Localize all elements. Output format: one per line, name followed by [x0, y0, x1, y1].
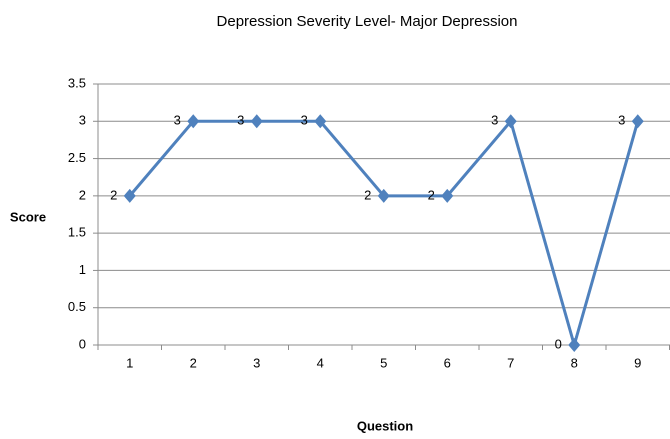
marker — [568, 338, 581, 352]
y-axis-title: Score — [10, 209, 46, 224]
y-tick-label: 2 — [79, 187, 86, 202]
x-axis-title: Question — [357, 418, 413, 433]
y-tick-label: 0 — [79, 336, 86, 351]
data-label: 3 — [237, 113, 244, 128]
data-label: 2 — [110, 187, 117, 202]
y-tick-label: 0.5 — [68, 299, 86, 314]
data-label: 3 — [174, 113, 181, 128]
data-label: 3 — [491, 113, 498, 128]
y-tick-label: 2.5 — [68, 150, 86, 165]
data-label: 0 — [555, 336, 562, 351]
x-tick-label: 3 — [253, 355, 260, 370]
marker — [441, 188, 454, 203]
marker — [250, 114, 263, 129]
data-label: 2 — [428, 187, 435, 202]
marker — [377, 188, 390, 203]
chart-title: Depression Severity Level- Major Depress… — [217, 13, 518, 30]
data-label: 2 — [364, 187, 371, 202]
x-tick-label: 5 — [380, 355, 387, 370]
x-tick-label: 9 — [634, 355, 641, 370]
marker — [314, 114, 327, 129]
x-tick-label: 6 — [444, 355, 451, 370]
x-tick-label: 7 — [507, 355, 514, 370]
y-tick-label: 3 — [79, 113, 86, 128]
y-tick-label: 1 — [79, 262, 86, 277]
marker — [504, 114, 517, 129]
y-tick-label: 3.5 — [68, 75, 86, 90]
x-tick-label: 4 — [317, 355, 324, 370]
x-tick-label: 1 — [126, 355, 133, 370]
x-tick-label: 8 — [571, 355, 578, 370]
data-label: 3 — [618, 113, 625, 128]
data-label: 3 — [301, 113, 308, 128]
marker — [631, 114, 644, 129]
x-tick-label: 2 — [190, 355, 197, 370]
marker — [123, 188, 136, 203]
y-tick-label: 1.5 — [68, 225, 86, 240]
marker — [187, 114, 200, 129]
